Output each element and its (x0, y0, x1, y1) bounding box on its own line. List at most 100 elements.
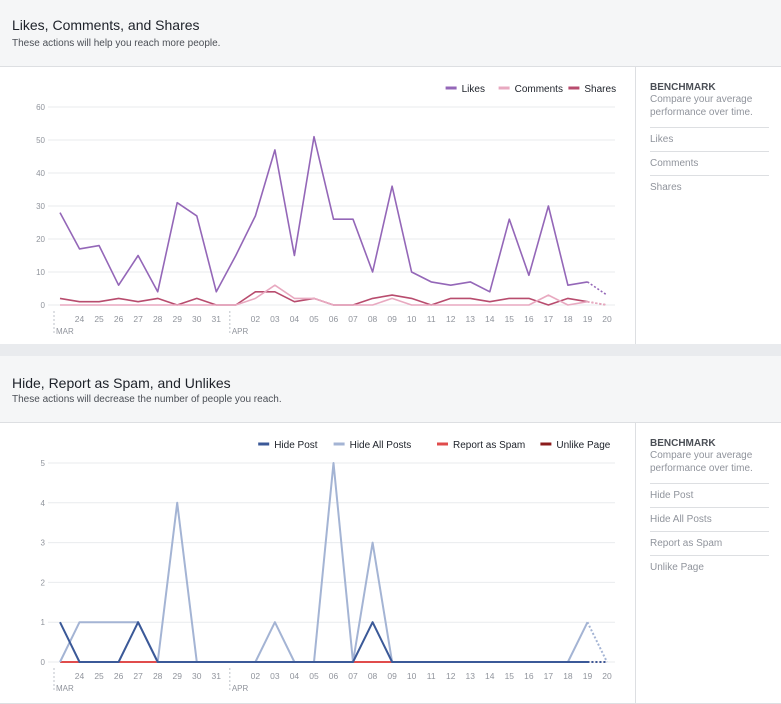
x-tick-label: 09 (387, 314, 397, 324)
series-line-comments (60, 284, 588, 306)
y-tick-label: 10 (36, 268, 45, 277)
x-tick-label: 12 (446, 314, 456, 324)
month-label: MAR (56, 327, 74, 336)
y-tick-label: 60 (36, 103, 45, 112)
x-tick-label: 27 (133, 314, 143, 324)
x-tick-label: 07 (348, 314, 358, 324)
x-tick-label: 31 (212, 671, 222, 681)
benchmark-item-hide-post[interactable]: Hide Post (650, 484, 769, 508)
y-tick-label: 20 (36, 235, 45, 244)
legend-label-hide-all-posts: Hide All Posts (350, 440, 412, 451)
section-separator (0, 344, 781, 356)
y-tick-label: 1 (41, 618, 46, 627)
series-line-likes (59, 135, 588, 293)
x-tick-label: 17 (544, 671, 554, 681)
x-tick-label: 29 (172, 671, 182, 681)
month-label: APR (232, 684, 249, 693)
x-tick-label: 19 (583, 314, 593, 324)
x-tick-label: 11 (427, 671, 436, 681)
x-tick-label: 11 (427, 314, 436, 324)
benchmark-item-likes[interactable]: Likes (650, 128, 769, 152)
x-tick-label: 02 (251, 314, 261, 324)
y-tick-label: 3 (41, 539, 46, 548)
x-tick-label: 27 (133, 671, 143, 681)
x-tick-label: 04 (290, 671, 300, 681)
x-tick-label: 30 (192, 314, 202, 324)
panel-divider (635, 423, 636, 703)
x-tick-label: 28 (153, 314, 163, 324)
section-subtitle: These actions will decrease the number o… (12, 394, 282, 405)
benchmark-item-unlike-page[interactable]: Unlike Page (650, 562, 704, 573)
section-title: Likes, Comments, and Shares (12, 17, 200, 33)
benchmark-title: BENCHMARK (650, 82, 716, 93)
x-tick-label: 20 (602, 671, 612, 681)
x-tick-label: 08 (368, 671, 378, 681)
x-tick-label: 18 (563, 314, 573, 324)
x-tick-label: 24 (75, 671, 85, 681)
x-tick-label: 15 (505, 314, 515, 324)
series-line-partial-hide-all-posts (586, 621, 608, 663)
chart-panel-negative: 0 1 2 3 4 5 24 25 26 27 28 29 30 31 02 03 04 05 06 07 08 09 10… (0, 422, 781, 704)
x-tick-label: 26 (114, 671, 124, 681)
x-tick-label: 30 (192, 671, 202, 681)
x-tick-label: 07 (348, 671, 358, 681)
x-tick-label: 05 (309, 314, 319, 324)
x-tick-label: 14 (485, 671, 495, 681)
x-tick-label: 28 (153, 671, 163, 681)
series-line-partial-comments (587, 300, 608, 306)
benchmark-item-hide-all-posts[interactable]: Hide All Posts (650, 508, 769, 532)
panel-divider (635, 67, 636, 344)
legend-label-shares: Shares (584, 84, 616, 95)
x-tick-label: 25 (94, 671, 104, 681)
x-tick-label: 16 (524, 671, 534, 681)
benchmark-description: Compare your average performance over ti… (650, 449, 769, 484)
x-tick-label: 26 (114, 314, 124, 324)
legend-label-comments: Comments (515, 84, 563, 95)
section-subtitle: These actions will help you reach more p… (12, 38, 221, 49)
series-line-partial-likes (587, 281, 608, 296)
x-tick-label: 24 (75, 314, 85, 324)
x-tick-label: 20 (602, 314, 612, 324)
x-tick-label: 06 (329, 671, 339, 681)
benchmark-item-shares[interactable]: Shares (650, 182, 682, 193)
month-label: APR (232, 327, 249, 336)
x-tick-label: 17 (544, 314, 554, 324)
x-tick-label: 13 (466, 671, 476, 681)
benchmark-item-comments[interactable]: Comments (650, 152, 769, 176)
y-tick-label: 0 (41, 301, 46, 310)
series-line-hide-post (59, 621, 588, 663)
x-tick-label: 04 (290, 314, 300, 324)
y-tick-label: 4 (41, 499, 46, 508)
x-tick-label: 10 (407, 671, 417, 681)
x-tick-label: 13 (466, 314, 476, 324)
legend-label-report-as-spam: Report as Spam (453, 440, 525, 451)
y-tick-label: 30 (36, 202, 45, 211)
x-tick-label: 05 (309, 671, 319, 681)
legend-label-unlike-page: Unlike Page (556, 440, 610, 451)
x-tick-label: 06 (329, 314, 339, 324)
x-tick-label: 03 (270, 314, 280, 324)
x-tick-label: 09 (387, 671, 397, 681)
chart-panel-engagement: 0 10 20 30 40 50 60 24 25 26 27 28 29 30 31 02 03 04 05 06 0… (0, 66, 781, 345)
x-tick-label: 08 (368, 314, 378, 324)
benchmark-title: BENCHMARK (650, 438, 716, 449)
x-tick-label: 03 (270, 671, 280, 681)
x-tick-label: 12 (446, 671, 456, 681)
legend-label-hide-post: Hide Post (274, 440, 318, 451)
benchmark-description: Compare your average performance over ti… (650, 93, 769, 128)
x-tick-label: 18 (563, 671, 573, 681)
benchmark-item-report-spam[interactable]: Report as Spam (650, 532, 769, 556)
y-tick-label: 5 (41, 459, 46, 468)
x-tick-label: 16 (524, 314, 534, 324)
legend-label-likes: Likes (462, 84, 485, 95)
x-tick-label: 15 (505, 671, 515, 681)
x-tick-label: 02 (251, 671, 261, 681)
y-tick-label: 50 (36, 136, 45, 145)
x-tick-label: 19 (583, 671, 593, 681)
month-label: MAR (56, 684, 74, 693)
series-line-hide-all-posts (59, 462, 589, 663)
y-tick-label: 2 (41, 578, 46, 587)
series-line-shares (59, 291, 588, 306)
x-tick-label: 14 (485, 314, 495, 324)
